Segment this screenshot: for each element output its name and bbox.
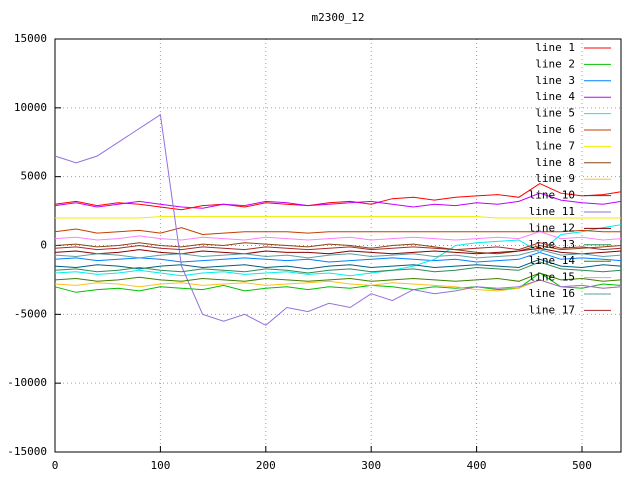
legend-label: line 3 bbox=[535, 74, 575, 87]
y-tick-label: -10000 bbox=[7, 376, 47, 389]
legend-label: line 4 bbox=[535, 90, 575, 103]
data-line bbox=[54, 242, 622, 251]
data-line bbox=[54, 251, 622, 263]
data-line bbox=[54, 261, 622, 274]
legend-label: line 16 bbox=[529, 287, 575, 300]
legend-label: line 12 bbox=[529, 221, 575, 234]
x-tick-label: 300 bbox=[361, 459, 381, 472]
data-line bbox=[54, 272, 622, 293]
x-tick-label: 200 bbox=[256, 459, 276, 472]
legend-label: line 6 bbox=[535, 123, 575, 136]
data-line bbox=[54, 242, 622, 255]
legend-label: line 17 bbox=[529, 303, 575, 316]
data-line bbox=[54, 258, 622, 270]
legend-label: line 2 bbox=[535, 57, 575, 70]
data-line bbox=[54, 231, 622, 241]
legend-label: line 5 bbox=[535, 107, 575, 120]
x-tick-label: 100 bbox=[150, 459, 170, 472]
x-tick-label: 500 bbox=[572, 459, 592, 472]
legend-label: line 15 bbox=[529, 271, 575, 284]
legend-label: line 13 bbox=[529, 238, 575, 251]
y-tick-label: 5000 bbox=[21, 170, 48, 183]
x-tick-label: 400 bbox=[467, 459, 487, 472]
data-line bbox=[55, 216, 621, 219]
chart-title: m2300_12 bbox=[312, 11, 365, 24]
data-line bbox=[54, 272, 622, 282]
data-line bbox=[54, 113, 622, 326]
legend-label: line 10 bbox=[529, 189, 575, 202]
legend-label: line 1 bbox=[535, 41, 575, 54]
legend-label: line 8 bbox=[535, 156, 575, 169]
x-tick-label: 0 bbox=[52, 459, 59, 472]
data-line bbox=[54, 249, 622, 259]
y-tick-label: -5000 bbox=[14, 307, 47, 320]
data-line bbox=[54, 192, 622, 209]
y-tick-label: -15000 bbox=[7, 445, 47, 458]
legend-label: line 9 bbox=[535, 172, 575, 185]
legend-label: line 14 bbox=[529, 254, 576, 267]
legend-label: line 7 bbox=[535, 139, 575, 152]
data-line bbox=[54, 247, 622, 255]
data-line bbox=[54, 183, 622, 211]
legend-label: line 11 bbox=[529, 205, 575, 218]
y-tick-label: 10000 bbox=[14, 101, 47, 114]
y-tick-label: 15000 bbox=[14, 32, 47, 45]
data-line bbox=[54, 227, 621, 236]
y-tick-label: 0 bbox=[40, 239, 47, 252]
data-line bbox=[54, 279, 622, 292]
